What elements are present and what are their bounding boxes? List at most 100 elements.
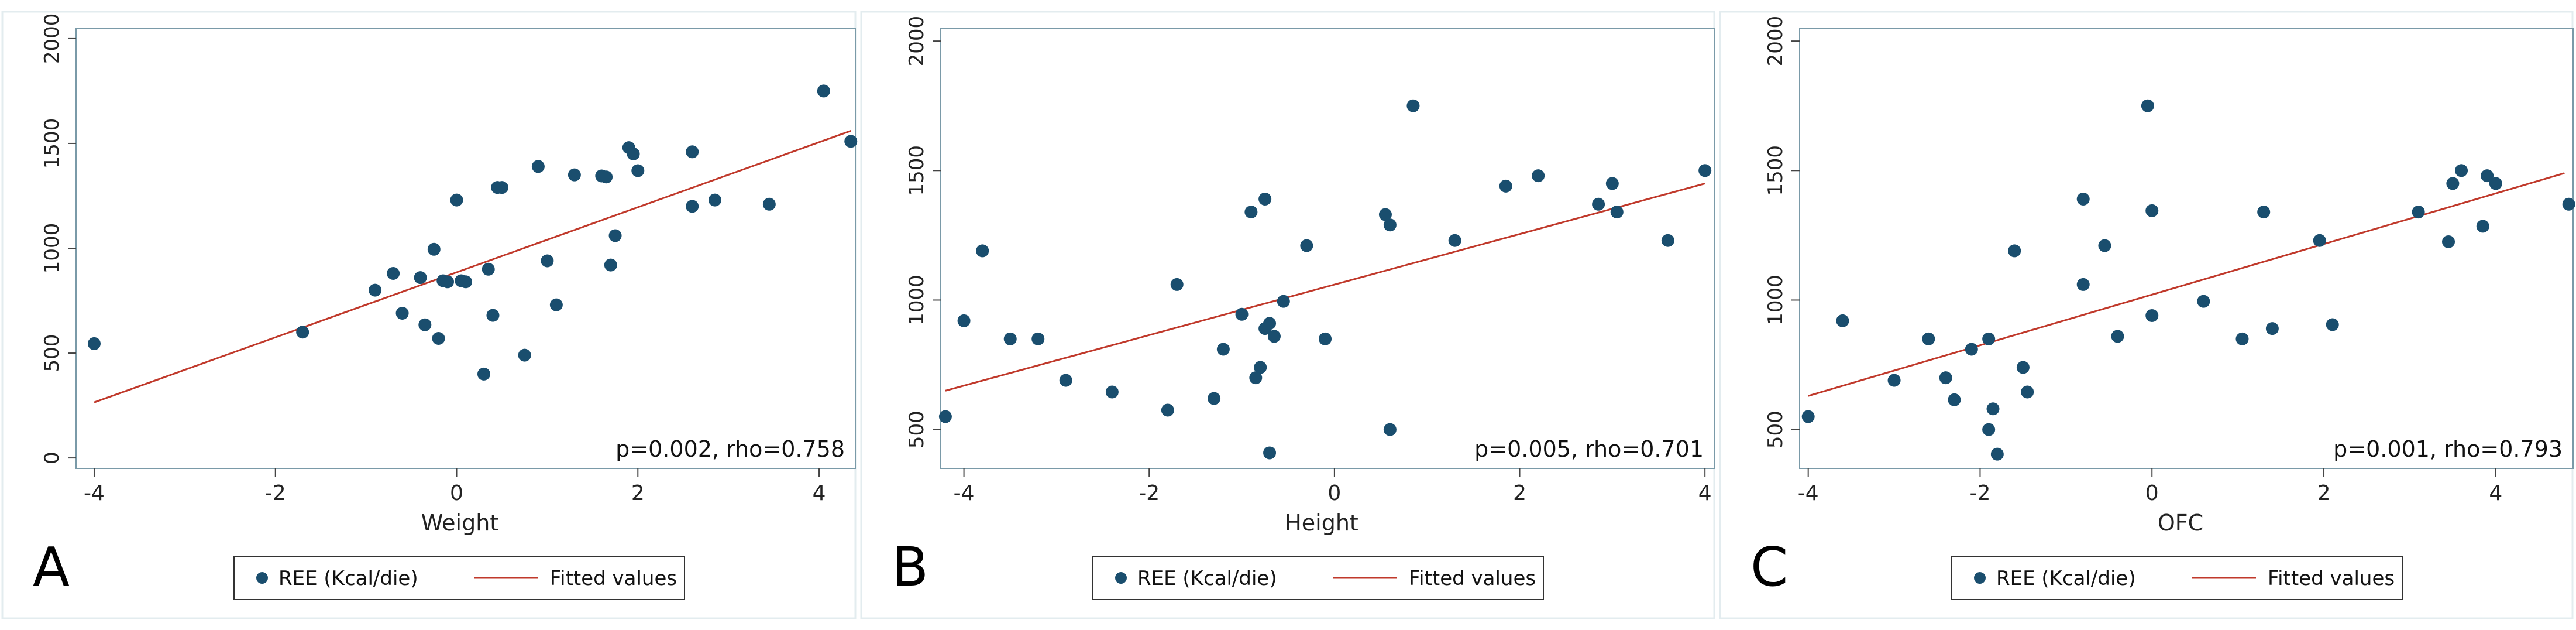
y-tick-label: 1500 <box>905 145 928 196</box>
data-point <box>1406 99 1420 112</box>
y-tick-label: 500 <box>1764 410 1787 448</box>
fitted-line <box>1808 172 2565 397</box>
y-tick-label: 2000 <box>1764 16 1787 67</box>
data-point <box>762 197 776 211</box>
data-point <box>2197 295 2210 308</box>
y-tick-label: 2000 <box>905 16 928 67</box>
data-point <box>1263 446 1277 460</box>
y-tick-label: 500 <box>905 410 928 448</box>
data-point <box>708 193 721 207</box>
data-point <box>1448 234 1461 247</box>
legend-label-fitted: Fitted values <box>1409 567 1536 590</box>
data-point <box>2257 206 2271 219</box>
data-point <box>450 193 463 207</box>
data-point <box>2412 206 2425 219</box>
data-point <box>1990 447 2004 461</box>
data-point <box>2481 169 2494 183</box>
panel-c: 500 1000 1500 2000 -4 -2 0 2 4 OFC p=0.001, rho=0.… <box>1718 0 2576 630</box>
data-point <box>2446 177 2460 190</box>
plot-area <box>940 28 1715 469</box>
data-point <box>1982 423 1996 436</box>
data-point <box>1267 330 1281 343</box>
data-point <box>2076 192 2090 206</box>
panel-label: A <box>33 536 70 598</box>
data-point <box>2489 177 2502 190</box>
x-tick-label: 4 <box>2489 481 2502 505</box>
data-point <box>1161 403 1174 417</box>
data-point <box>296 326 309 339</box>
data-point <box>369 283 382 297</box>
scatter-chart-c: 500 1000 1500 2000 -4 -2 0 2 4 OFC p=0.001, rho=0.… <box>1719 11 2575 619</box>
x-axis-title: Weight <box>421 510 498 536</box>
x-tick-label: 0 <box>450 481 463 505</box>
panel-label: B <box>892 536 928 598</box>
data-point <box>608 229 622 242</box>
data-point <box>2455 164 2468 177</box>
data-point <box>686 200 699 213</box>
data-point <box>817 84 830 98</box>
fitted-line <box>945 182 1705 392</box>
data-point <box>1887 374 1901 387</box>
data-point <box>2265 322 2279 335</box>
data-point <box>631 164 645 177</box>
legend-label-ree: REE (Kcal/die) <box>1137 567 1277 590</box>
scatter-chart-a: 0 500 1000 1500 2000 -4 -2 0 2 4 Weight p=0.002, rh… <box>1 11 858 619</box>
data-point <box>441 275 455 289</box>
data-point <box>486 309 500 322</box>
x-tick-label: 4 <box>1698 481 1712 505</box>
data-point <box>1939 371 1952 385</box>
panel-label: C <box>1750 536 1788 598</box>
y-tick-label: 1000 <box>905 275 928 326</box>
data-point <box>518 348 531 362</box>
panel-a: 0 500 1000 1500 2000 -4 -2 0 2 4 Weight p=0.002, rh… <box>0 0 859 630</box>
x-tick-label: -4 <box>84 481 105 505</box>
data-point <box>427 242 441 256</box>
data-point <box>938 410 952 423</box>
stats-annotation: p=0.001, rho=0.793 <box>2333 436 2563 462</box>
y-tick-label: 1500 <box>40 118 64 169</box>
x-tick-label: 4 <box>813 481 826 505</box>
plot-area <box>1799 28 2574 469</box>
legend-label-ree: REE (Kcal/die) <box>1996 567 2136 590</box>
data-point <box>1319 332 1332 345</box>
data-point <box>1244 206 1258 219</box>
scatter-chart-b: 500 1000 1500 2000 -4 -2 0 2 4 Height p=0.005, rho… <box>860 11 1715 619</box>
data-point <box>1216 343 1230 356</box>
data-point <box>1965 343 1978 356</box>
data-point <box>2442 235 2455 248</box>
data-point <box>976 244 989 258</box>
data-point <box>1031 332 1045 345</box>
data-point <box>418 318 432 331</box>
data-point <box>2098 239 2111 252</box>
legend-label-fitted: Fitted values <box>550 567 677 590</box>
data-point <box>1383 218 1397 232</box>
stats-annotation: p=0.005, rho=0.701 <box>1474 436 1704 462</box>
data-point <box>387 266 400 280</box>
data-point <box>600 170 613 184</box>
x-tick-label: -4 <box>1798 481 1819 505</box>
data-point <box>1003 332 1017 345</box>
y-tick-label: 1500 <box>1764 145 1787 196</box>
data-point <box>1235 307 1249 321</box>
data-point <box>1801 410 1815 423</box>
x-tick-label: -2 <box>1970 481 1991 505</box>
x-tick-label: 2 <box>631 481 645 505</box>
data-point <box>1258 192 1272 206</box>
data-point <box>2145 309 2159 323</box>
data-point <box>844 135 858 148</box>
legend-point-marker <box>1974 572 1986 584</box>
data-point <box>87 337 101 350</box>
data-point <box>2016 361 2030 374</box>
data-point <box>1532 169 1545 183</box>
data-point <box>477 367 490 381</box>
data-point <box>2235 332 2249 345</box>
legend-label-ree: REE (Kcal/die) <box>278 567 418 590</box>
data-point <box>531 160 545 173</box>
data-point <box>1170 278 1184 291</box>
data-point <box>495 181 508 194</box>
data-point <box>957 314 971 327</box>
x-tick-label: 0 <box>2145 481 2159 505</box>
data-point <box>686 145 699 159</box>
data-point <box>2145 204 2159 217</box>
plot-area <box>75 28 856 469</box>
